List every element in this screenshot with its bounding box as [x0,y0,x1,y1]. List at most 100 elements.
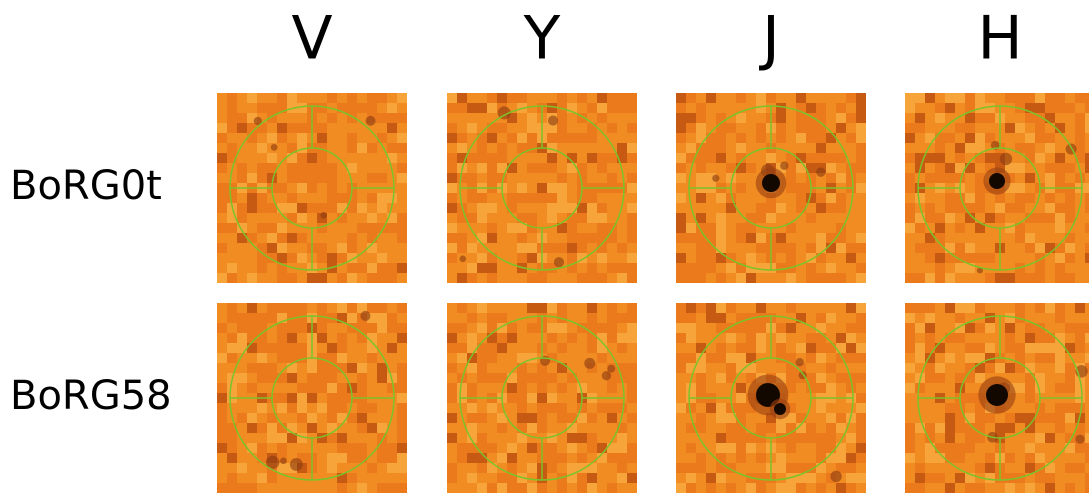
pixel [347,423,357,433]
pixel [627,413,637,423]
pixel [327,273,337,283]
pixel [277,483,287,493]
pixel [397,143,407,153]
pixel [237,193,247,203]
pixel [985,453,995,463]
pixel [327,133,337,143]
pixel [826,483,836,493]
pixel [567,173,577,183]
pixel [257,413,267,423]
pixel [985,483,995,493]
pixel [935,153,945,163]
pixel [327,413,337,423]
pixel [706,233,716,243]
pixel [985,253,995,263]
pixel [1085,333,1089,343]
pixel [1025,323,1035,333]
pixel [347,243,357,253]
pixel [367,253,377,263]
pixel [377,313,387,323]
pixel [277,203,287,213]
pixel [915,443,925,453]
pixel [1075,383,1085,393]
pixel [597,113,607,123]
pixel [1085,463,1089,473]
pixel [935,423,945,433]
pixel [1035,133,1045,143]
noise-spot [290,458,303,471]
pixel [816,243,826,253]
pixel [776,453,786,463]
pixel [1005,423,1015,433]
pixel [925,213,935,223]
pixel [287,153,297,163]
pixel [497,303,507,313]
pixel [297,253,307,263]
pixel [995,273,1005,283]
pixel [487,163,497,173]
pixel [447,343,457,353]
pixel [846,103,856,113]
pixel [1075,313,1085,323]
noise-spot [830,471,841,482]
pixel [945,243,955,253]
pixel [477,193,487,203]
pixel [487,443,497,453]
pixel [1045,133,1055,143]
pixel [925,363,935,373]
pixel [726,103,736,113]
pixel [467,423,477,433]
pixel [217,343,227,353]
pixel [457,433,467,443]
pixel [726,153,736,163]
pixel [367,423,377,433]
pixel [577,143,587,153]
pixel [696,383,706,393]
pixel [567,233,577,243]
pixel [237,213,247,223]
pixel [487,233,497,243]
pixel [1015,303,1025,313]
pixel [377,203,387,213]
pixel [1005,303,1015,313]
pixel [995,413,1005,423]
pixel [816,483,826,493]
pixel [287,343,297,353]
pixel [1045,473,1055,483]
pixel [247,473,257,483]
pixel [357,413,367,423]
pixel [497,93,507,103]
pixel [517,203,527,213]
pixel [746,443,756,453]
pixel [357,363,367,373]
pixel [776,323,786,333]
pixel [756,363,766,373]
pixel [377,213,387,223]
pixel [816,373,826,383]
pixel [447,223,457,233]
pixel [607,93,617,103]
pixel [487,213,497,223]
pixel [985,203,995,213]
pixel [587,413,597,423]
pixel [397,213,407,223]
pixel [796,193,806,203]
pixel [587,443,597,453]
pixel [377,123,387,133]
pixel [985,103,995,113]
pixel [447,153,457,163]
pixel [337,193,347,203]
pixel [307,373,317,383]
pixel [597,303,607,313]
pixel [676,353,686,363]
pixel [935,373,945,383]
pixel [995,93,1005,103]
pixel [567,333,577,343]
pixel [227,133,237,143]
pixel [1045,193,1055,203]
pixel [1055,363,1065,373]
pixel [816,383,826,393]
pixel [497,233,507,243]
pixel [905,453,915,463]
pixel [447,203,457,213]
